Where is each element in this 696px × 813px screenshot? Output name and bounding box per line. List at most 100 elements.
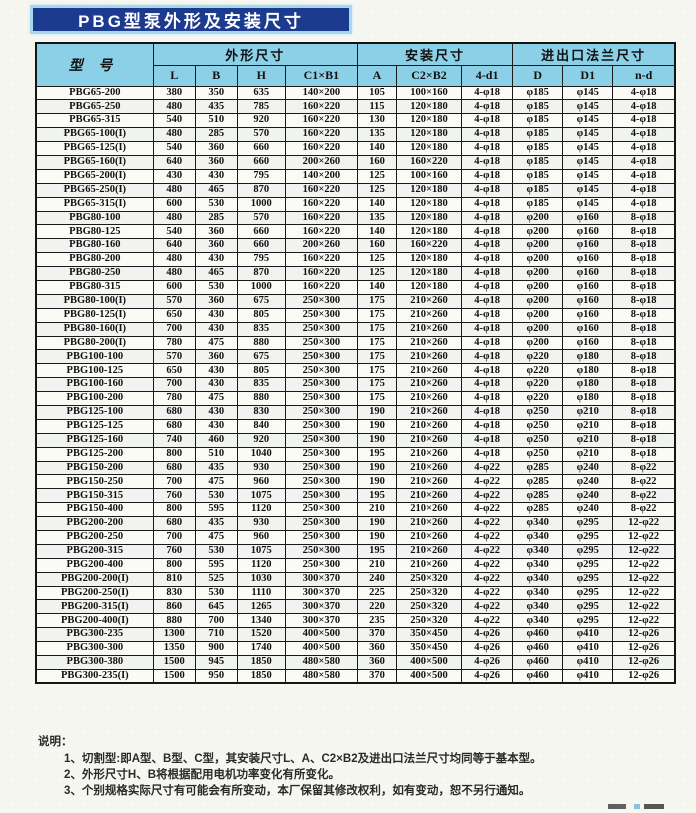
value-cell: 240	[356, 571, 397, 587]
value-cell: φ410	[562, 627, 614, 643]
value-cell: 4-φ18	[461, 335, 514, 351]
model-cell: PBG80-160	[35, 238, 154, 254]
value-cell: 370	[356, 627, 397, 643]
value-cell: 4-φ18	[461, 363, 514, 379]
value-cell: 900	[194, 641, 238, 657]
value-cell: 480×580	[284, 655, 358, 670]
value-cell: 570	[152, 349, 196, 365]
table-row: PBG125-200 800 510 1040 250×300 195 210×260 4-φ…	[35, 446, 676, 462]
value-cell: 250×300	[284, 446, 358, 462]
value-cell: 12-φ26	[612, 655, 676, 670]
model-cell: PBG100-125	[35, 363, 154, 379]
value-cell: 650	[152, 307, 196, 323]
value-cell: 830	[236, 404, 286, 420]
header-col-D: D	[512, 64, 564, 87]
value-cell: 12-φ22	[612, 530, 676, 545]
value-cell: φ410	[562, 655, 614, 670]
value-cell: 700	[194, 613, 238, 629]
header-model-label: 型 号	[67, 58, 122, 74]
value-cell: 675	[236, 293, 286, 309]
value-cell: φ185	[512, 141, 564, 156]
header-col-A: A	[356, 64, 397, 87]
value-cell: 4-φ18	[461, 432, 514, 448]
value-cell: φ240	[562, 488, 614, 504]
value-cell: 210×260	[395, 363, 463, 379]
value-cell: 800	[152, 557, 196, 573]
value-cell: 950	[194, 668, 238, 684]
header-col-n-d: n-d	[612, 64, 676, 87]
table-row: PBG65-250(I) 480 465 870 160×220 125 120×180 4-…	[35, 182, 676, 198]
value-cell: 1500	[152, 668, 196, 684]
value-cell: 360	[356, 655, 397, 670]
model-cell: PBG100-200	[35, 391, 154, 406]
value-cell: φ220	[512, 391, 564, 406]
value-cell: φ180	[562, 377, 614, 393]
value-cell: 635	[236, 85, 286, 101]
value-cell: 160×220	[395, 154, 463, 170]
value-cell: 360	[194, 141, 238, 156]
model-cell: PBG100-160	[35, 377, 154, 393]
value-cell: 1850	[236, 668, 286, 684]
scan-artifact	[608, 804, 664, 809]
value-cell: 195	[356, 543, 397, 559]
value-cell: 8-φ22	[612, 474, 676, 490]
value-cell: 360	[194, 349, 238, 365]
value-cell: 430	[194, 307, 238, 323]
value-cell: φ200	[512, 210, 564, 226]
value-cell: φ160	[562, 266, 614, 281]
value-cell: 120×180	[395, 196, 463, 212]
value-cell: 4-φ22	[461, 585, 514, 601]
value-cell: 1075	[236, 488, 286, 504]
value-cell: 250×300	[284, 516, 358, 531]
notes-section: 说明： 1、切割型:即A型、B型、C型，其安装尺寸L、A、C2×B2及进出口法兰…	[38, 735, 668, 800]
value-cell: 860	[152, 599, 196, 615]
value-cell: 120×180	[395, 224, 463, 240]
value-cell: 250×300	[284, 488, 358, 504]
value-cell: φ185	[512, 99, 564, 115]
value-cell: 680	[152, 516, 196, 531]
model-cell: PBG200-400(I)	[35, 613, 154, 629]
value-cell: 8-φ18	[612, 224, 676, 240]
value-cell: 100×160	[395, 168, 463, 184]
table-row: PBG65-200 380 350 635 140×200 105 100×160 4-φ18…	[35, 85, 676, 101]
value-cell: 4-φ18	[461, 321, 514, 337]
value-cell: φ410	[562, 668, 614, 684]
value-cell: 460	[194, 432, 238, 448]
value-cell: φ145	[562, 85, 614, 101]
model-cell: PBG80-200(I)	[35, 335, 154, 351]
value-cell: 760	[152, 543, 196, 559]
value-cell: 160×220	[284, 99, 358, 115]
value-cell: 4-φ18	[461, 238, 514, 254]
value-cell: 465	[194, 182, 238, 198]
value-cell: 160×220	[284, 141, 358, 156]
value-cell: 4-φ18	[612, 182, 676, 198]
value-cell: 835	[236, 321, 286, 337]
value-cell: 360	[194, 293, 238, 309]
value-cell: 650	[152, 363, 196, 379]
value-cell: 360	[356, 641, 397, 657]
value-cell: 465	[194, 266, 238, 281]
notes-list: 1、切割型:即A型、B型、C型，其安装尺寸L、A、C2×B2及进出口法兰尺寸均同…	[38, 752, 668, 800]
model-cell: PBG65-250	[35, 99, 154, 115]
value-cell: 190	[356, 530, 397, 545]
model-cell: PBG150-200	[35, 460, 154, 476]
model-cell: PBG200-200(I)	[35, 571, 154, 587]
value-cell: 920	[236, 432, 286, 448]
value-cell: 700	[152, 530, 196, 545]
value-cell: 4-φ22	[461, 474, 514, 490]
value-cell: φ460	[512, 655, 564, 670]
value-cell: 600	[152, 279, 196, 295]
model-cell: PBG200-200	[35, 516, 154, 531]
value-cell: 250×300	[284, 502, 358, 518]
value-cell: 210×260	[395, 377, 463, 393]
value-cell: φ185	[512, 127, 564, 143]
value-cell: 210	[356, 557, 397, 573]
value-cell: 210×260	[395, 349, 463, 365]
value-cell: 250×300	[284, 391, 358, 406]
value-cell: 4-φ26	[461, 655, 514, 670]
table-row: PBG80-160 640 360 660 200×260 160 160×220 4-φ18…	[35, 238, 676, 254]
value-cell: 175	[356, 377, 397, 393]
model-cell: PBG65-160(I)	[35, 154, 154, 170]
model-cell: PBG80-160(I)	[35, 321, 154, 337]
table-row: PBG125-125 680 430 840 250×300 190 210×260 4-φ1…	[35, 418, 676, 434]
